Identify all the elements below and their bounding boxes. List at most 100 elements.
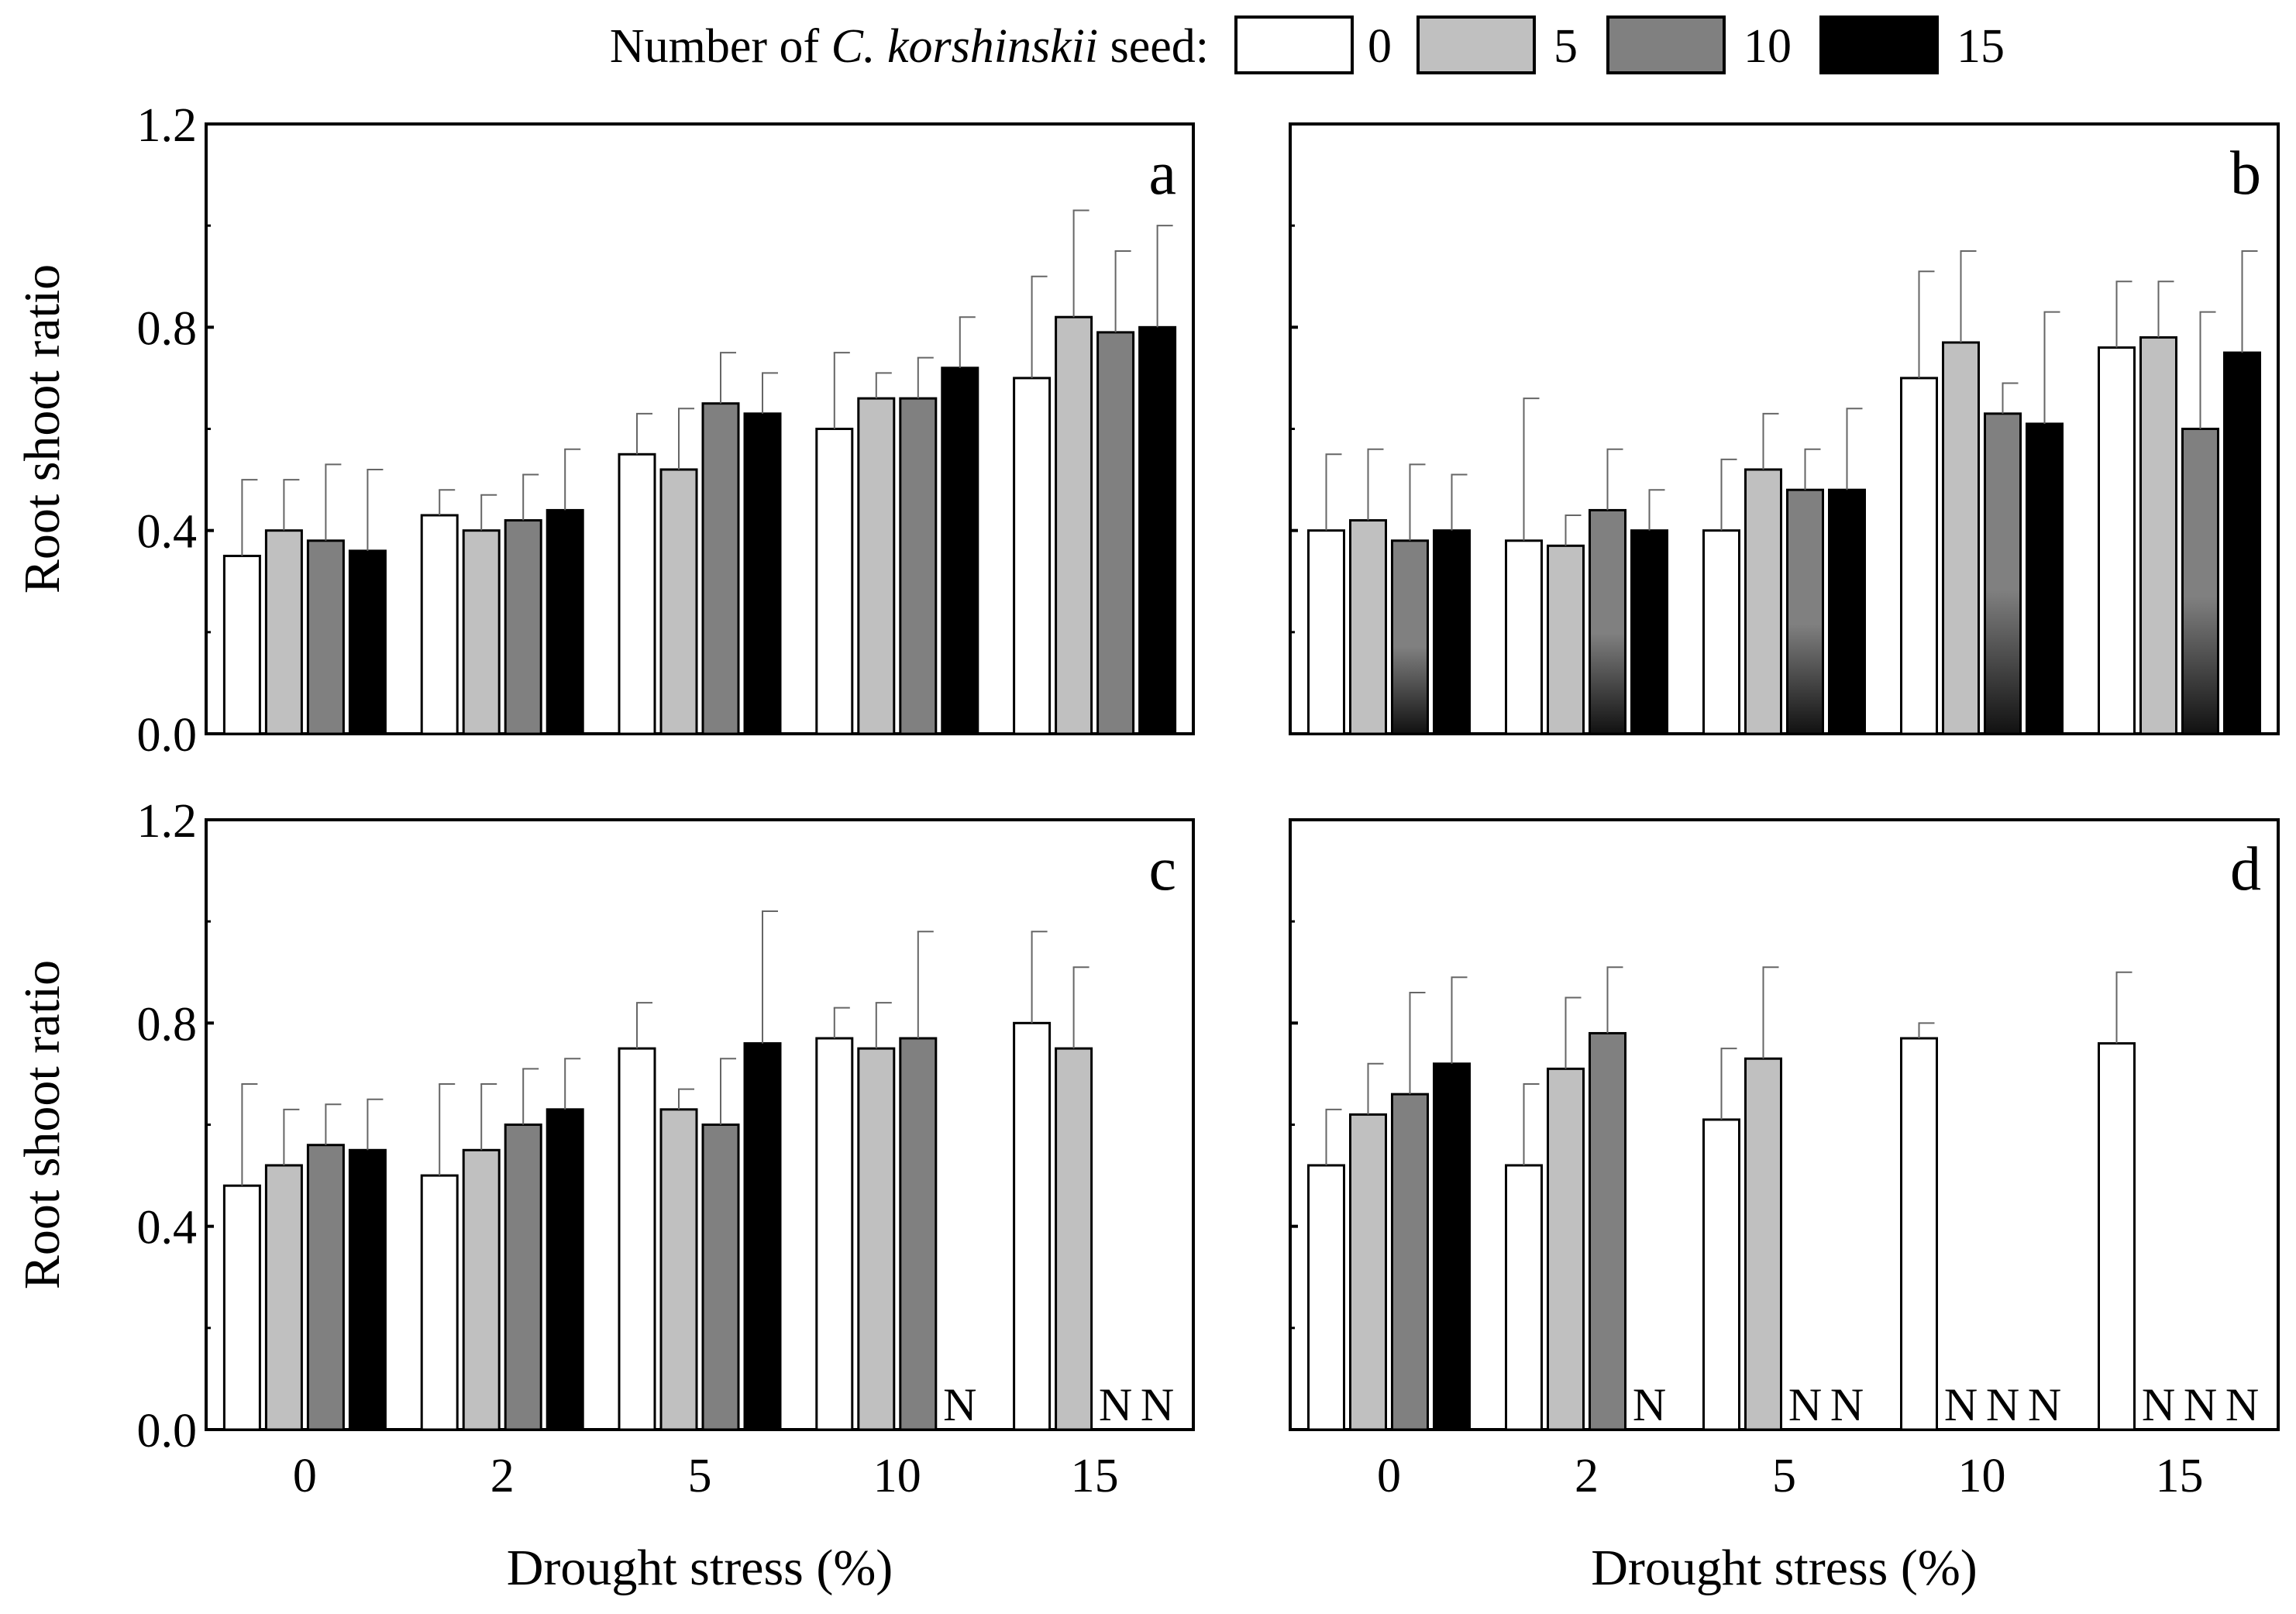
bar-seed-0-stress-10 bbox=[1900, 1037, 1938, 1431]
bar-seed-15-stress-10 bbox=[2026, 422, 2064, 735]
y-tick-label: 0.4 bbox=[137, 1202, 198, 1254]
panel-b: b bbox=[1289, 122, 2280, 735]
y-axis-title: Root shoot ratio bbox=[14, 264, 71, 594]
missing-data-mark: N bbox=[1944, 1379, 1978, 1430]
bar-seed-5-stress-2 bbox=[462, 529, 501, 735]
bar-seed-10-stress-0 bbox=[1391, 539, 1429, 735]
y-tick-label: 1.2 bbox=[137, 795, 198, 848]
bar-seed-5-stress-10 bbox=[1942, 341, 1980, 735]
legend-swatch-0 bbox=[1234, 15, 1354, 74]
y-tick-label: 0.8 bbox=[137, 998, 198, 1051]
bar-seed-5-stress-10 bbox=[857, 1047, 896, 1431]
bar-seed-15-stress-0 bbox=[1433, 529, 1471, 735]
panel-a: 0.0 0.4 0.8 1.2 Root shoot ratio a bbox=[14, 99, 1195, 762]
legend-label-10: 10 bbox=[1744, 20, 1792, 73]
bar-seed-0-stress-15 bbox=[1013, 1021, 1052, 1431]
bar-seed-15-stress-10 bbox=[941, 367, 979, 735]
bar-seed-0-stress-2 bbox=[420, 1174, 459, 1431]
bar-seed-15-stress-0 bbox=[1433, 1062, 1471, 1431]
bar-seed-10-stress-5 bbox=[1786, 488, 1824, 735]
y-tick-label: 0.0 bbox=[137, 709, 198, 762]
x-tick-label: 10 bbox=[1958, 1450, 2006, 1502]
bar-seed-10-stress-2 bbox=[504, 1124, 542, 1431]
panel-letter: c bbox=[1148, 835, 1176, 903]
bar-seed-15-stress-2 bbox=[546, 508, 584, 735]
bar-seed-5-stress-2 bbox=[1547, 544, 1585, 735]
bar-seed-10-stress-10 bbox=[899, 397, 938, 735]
y-tick-label: 0.4 bbox=[137, 506, 198, 559]
bar-seed-15-stress-0 bbox=[348, 549, 387, 735]
y-tick-label: 0.8 bbox=[137, 302, 198, 355]
bar-seed-10-stress-15 bbox=[2181, 428, 2219, 735]
bar-seed-0-stress-5 bbox=[1702, 1118, 1740, 1431]
x-axis-title: Drought stress (%) bbox=[507, 1540, 893, 1596]
x-axis-title: Drought stress (%) bbox=[1591, 1540, 1978, 1596]
panel-letter: a bbox=[1148, 139, 1176, 208]
x-tick-label: 15 bbox=[1071, 1450, 1119, 1502]
legend-title-species: C. korshinskii bbox=[831, 20, 1098, 73]
legend-title-suffix: seed: bbox=[1098, 20, 1209, 73]
bar-seed-5-stress-15 bbox=[2139, 336, 2177, 735]
missing-data-mark: N bbox=[943, 1379, 976, 1430]
x-tick-label: 10 bbox=[873, 1450, 921, 1502]
missing-data-mark: N bbox=[1099, 1379, 1132, 1430]
bar-seed-5-stress-0 bbox=[1349, 519, 1387, 735]
bar-seed-15-stress-2 bbox=[1630, 529, 1668, 735]
bar-seed-5-stress-15 bbox=[1055, 315, 1093, 735]
bar-seed-0-stress-10 bbox=[1900, 377, 1938, 735]
bar-seed-10-stress-0 bbox=[306, 1144, 345, 1431]
x-tick-label: 0 bbox=[1377, 1450, 1401, 1502]
missing-data-mark: N bbox=[2184, 1379, 2217, 1430]
x-tick-label: 2 bbox=[491, 1450, 515, 1502]
legend-swatch-10 bbox=[1606, 15, 1726, 74]
bar-seed-0-stress-2 bbox=[420, 514, 459, 735]
missing-data-mark: N bbox=[2028, 1379, 2061, 1430]
legend: Number of C. korshinskii seed: 0 5 10 15 bbox=[610, 15, 2005, 74]
legend-swatch-5 bbox=[1416, 15, 1536, 74]
bar-seed-5-stress-5 bbox=[1744, 468, 1782, 735]
y-tick-label: 1.2 bbox=[137, 99, 198, 152]
x-tick-label: 2 bbox=[1575, 1450, 1599, 1502]
bar-seed-15-stress-5 bbox=[743, 412, 782, 735]
panel-letter: b bbox=[2230, 139, 2261, 208]
bar-seed-15-stress-0 bbox=[348, 1148, 387, 1431]
bar-seed-5-stress-2 bbox=[462, 1148, 501, 1431]
bar-seed-10-stress-15 bbox=[1096, 331, 1135, 735]
bar-seed-5-stress-2 bbox=[1547, 1067, 1585, 1431]
missing-data-mark: N bbox=[2225, 1379, 2259, 1430]
bar-seed-5-stress-0 bbox=[264, 1164, 303, 1431]
bar-seed-0-stress-15 bbox=[2098, 346, 2136, 735]
bar-seed-0-stress-5 bbox=[618, 453, 656, 735]
bar-seed-15-stress-15 bbox=[2223, 351, 2261, 735]
x-tick-label: 0 bbox=[293, 1450, 317, 1502]
legend-label-15: 15 bbox=[1957, 20, 2005, 73]
panel-letter: d bbox=[2230, 835, 2261, 903]
missing-data-mark: N bbox=[1788, 1379, 1822, 1430]
bar-seed-15-stress-5 bbox=[1828, 488, 1866, 735]
missing-data-mark: N bbox=[2142, 1379, 2175, 1430]
bar-seed-0-stress-2 bbox=[1505, 1164, 1543, 1431]
y-axis-title: Root shoot ratio bbox=[14, 960, 71, 1289]
bar-seed-15-stress-2 bbox=[546, 1108, 584, 1431]
bar-seed-5-stress-5 bbox=[659, 468, 698, 735]
bar-seed-0-stress-10 bbox=[815, 1037, 854, 1431]
bar-seed-0-stress-2 bbox=[1505, 539, 1543, 735]
panel-c: 0.0 0.4 0.8 1.2 0 2 5 10 15 Drought stress (%) Roo… bbox=[14, 795, 1195, 1596]
bar-seed-10-stress-2 bbox=[504, 519, 542, 735]
bar-seed-5-stress-5 bbox=[1744, 1057, 1782, 1431]
x-tick-label: 5 bbox=[688, 1450, 712, 1502]
x-tick-label: 5 bbox=[1772, 1450, 1796, 1502]
legend-title: Number of C. korshinskii seed: bbox=[610, 20, 1209, 73]
legend-label-5: 5 bbox=[1554, 20, 1578, 73]
legend-swatch-15 bbox=[1819, 15, 1939, 74]
bar-seed-10-stress-10 bbox=[899, 1037, 938, 1431]
bar-seed-15-stress-5 bbox=[743, 1042, 782, 1431]
bar-seed-0-stress-5 bbox=[1702, 529, 1740, 735]
bar-seed-0-stress-15 bbox=[1013, 377, 1052, 735]
missing-data-mark: N bbox=[1986, 1379, 2019, 1430]
bar-seed-10-stress-0 bbox=[306, 539, 345, 735]
y-tick-label: 0.0 bbox=[137, 1405, 198, 1457]
bar-seed-5-stress-15 bbox=[1055, 1047, 1093, 1431]
x-tick-label: 15 bbox=[2156, 1450, 2204, 1502]
